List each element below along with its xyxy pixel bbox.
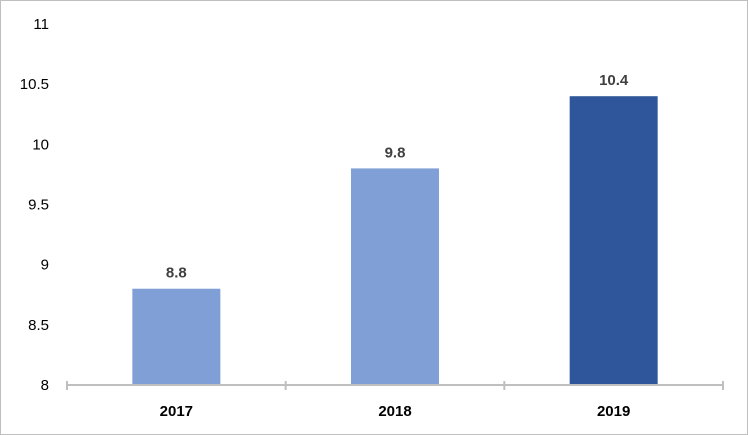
data-label-2018: 9.8 <box>385 144 406 161</box>
y-tick-label: 8 <box>41 377 49 394</box>
data-label-2017: 8.8 <box>166 265 187 282</box>
data-labels: 8.8 9.8 10.4 <box>166 72 629 282</box>
y-tick-label: 9 <box>41 257 49 274</box>
bars <box>132 96 658 385</box>
data-label-2019: 10.4 <box>599 72 629 89</box>
y-tick-label: 9.5 <box>28 197 49 214</box>
x-axis-labels: 2017 2018 2019 <box>160 403 631 420</box>
bar-2019 <box>569 96 658 385</box>
x-tick-label-2017: 2017 <box>160 403 193 420</box>
y-tick-label: 10 <box>32 136 49 153</box>
y-axis-ticks: 8 8.5 9 9.5 10 10.5 11 <box>20 16 49 394</box>
bar-2017 <box>132 288 221 385</box>
y-tick-label: 10.5 <box>20 76 49 93</box>
y-tick-label: 8.5 <box>28 317 49 334</box>
x-axis-tick-marks <box>66 381 724 390</box>
x-tick-label-2019: 2019 <box>597 403 630 420</box>
bar-2018 <box>351 168 439 385</box>
x-tick-label-2018: 2018 <box>378 403 411 420</box>
y-tick-label: 11 <box>33 16 49 33</box>
